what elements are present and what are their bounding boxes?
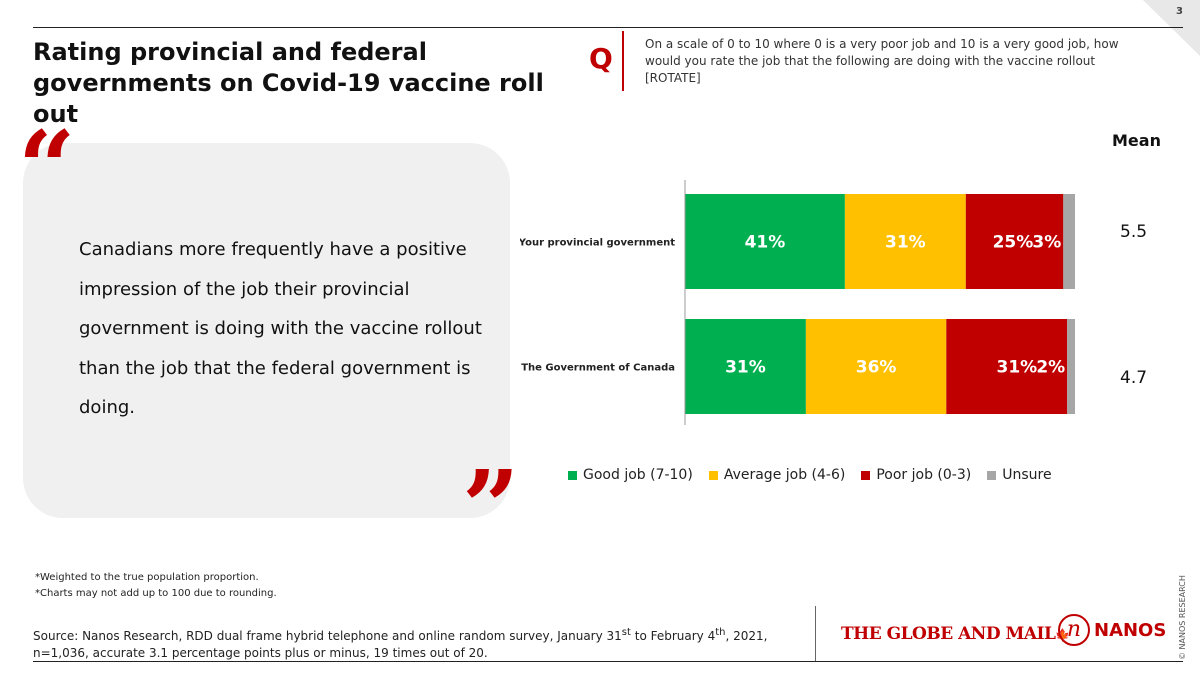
legend-item: Average job (4-6) — [708, 467, 846, 483]
data-label: 31% — [725, 358, 766, 378]
bottom-rule — [33, 661, 1183, 662]
category-label: Your provincial government — [520, 238, 675, 249]
source-middle: to February 4 — [630, 629, 716, 643]
bar-segment — [844, 194, 966, 289]
bar-segment — [1067, 319, 1075, 414]
category-label: The Government of Canada — [521, 363, 675, 374]
mean-header: Mean — [1112, 131, 1161, 150]
bar-segment — [965, 194, 1064, 289]
nanos-n-icon: n — [1058, 614, 1090, 646]
quote-text: Canadians more frequently have a positiv… — [79, 239, 482, 418]
mean-value-provincial: 5.5 — [1120, 222, 1148, 242]
legend-swatch — [861, 470, 871, 480]
globe-and-mail-text: THE GLOBE AND MAIL — [841, 624, 1056, 644]
data-label: 41% — [745, 233, 786, 253]
data-label: 31% — [885, 233, 926, 253]
chart-legend: Good job (7-10) Average job (4-6) Poor job… — [568, 467, 1052, 483]
data-label: 3% — [1032, 233, 1061, 253]
nanos-logo: n NANOS — [1058, 614, 1166, 646]
open-quote-icon: “ — [18, 109, 76, 227]
nanos-wordmark: NANOS — [1094, 619, 1167, 641]
legend-item: Good job (7-10) — [568, 467, 693, 483]
source-prefix: Source: Nanos Research, RDD dual frame h… — [33, 629, 622, 643]
top-rule — [33, 27, 1183, 28]
stacked-bar-chart: Your provincial government 41% 31% 25% 3% The… — [520, 180, 1075, 425]
close-quote-icon: ” — [462, 448, 520, 566]
legend-label: Unsure — [1002, 467, 1052, 483]
mean-value-federal: 4.7 — [1120, 368, 1148, 388]
source-sup-1: st — [621, 627, 631, 638]
footnote-weighted: *Weighted to the true population proport… — [35, 572, 259, 583]
globe-and-mail-logo: THE GLOBE AND MAIL🍁 — [837, 622, 1074, 646]
data-label: 2% — [1036, 358, 1065, 378]
page-title: Rating provincial and federal government… — [33, 38, 544, 128]
legend-swatch — [987, 470, 997, 480]
question-text: On a scale of 0 to 10 where 0 is a very … — [645, 37, 1119, 85]
legend-swatch — [708, 470, 718, 480]
question-marker: Q — [589, 42, 613, 75]
legend-swatch — [568, 470, 577, 480]
quote-box — [23, 143, 510, 518]
legend-label: Poor job (0-3) — [876, 467, 972, 483]
footnote-rounding: *Charts may not add up to 100 due to rou… — [35, 588, 277, 599]
source-sup-2: th — [715, 627, 726, 638]
footer-divider — [815, 606, 816, 661]
legend-item: Unsure — [987, 467, 1052, 483]
data-label: 25% — [993, 233, 1034, 253]
bar-segment — [685, 319, 806, 414]
legend-label: Average job (4-6) — [723, 467, 846, 483]
data-label: 36% — [856, 358, 897, 378]
bar-segment — [946, 319, 1068, 414]
legend-item: Poor job (0-3) — [861, 467, 971, 483]
copyright-note: © NANOS RESEARCH — [1178, 575, 1187, 660]
page-number: 3 — [1176, 6, 1183, 17]
bar-segment — [1063, 194, 1075, 289]
legend-label: Good job (7-10) — [583, 467, 693, 483]
footnotes: *Weighted to the true population proport… — [35, 570, 277, 602]
source-note: Source: Nanos Research, RDD dual frame h… — [33, 624, 783, 662]
source-suffix: , 2021, n=1,036, accurate 3.1 percentage… — [33, 629, 768, 660]
question-divider — [622, 31, 624, 91]
data-label: 31% — [996, 358, 1037, 378]
bar-segment — [685, 194, 845, 289]
bar-segment — [805, 319, 947, 414]
page-corner-fold — [1143, 0, 1200, 56]
